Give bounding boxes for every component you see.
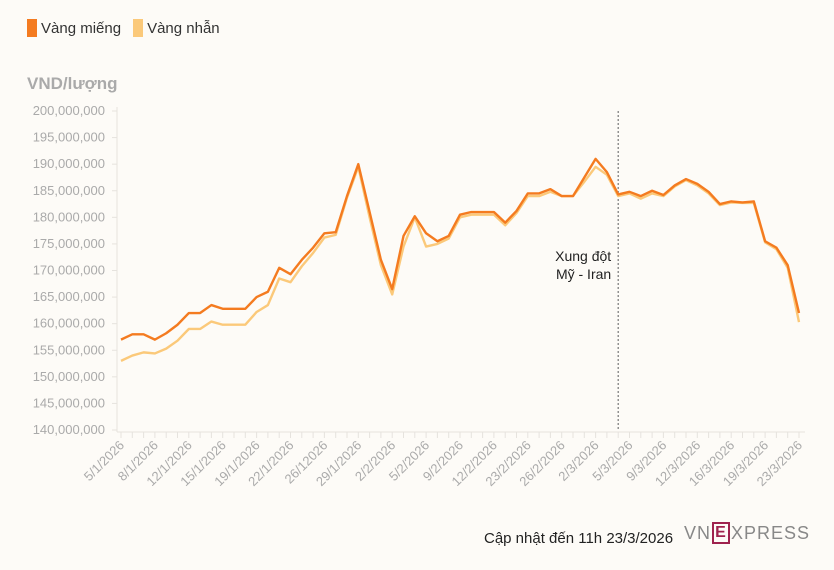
y-tick-label: 180,000,000 — [33, 209, 105, 224]
legend-label: Vàng nhẫn — [147, 19, 220, 37]
y-tick-label: 150,000,000 — [33, 369, 105, 384]
y-tick-label: 155,000,000 — [33, 342, 105, 357]
vnexpress-logo: VN E XPRESS — [684, 522, 811, 544]
legend-swatch — [27, 19, 37, 37]
y-tick-label: 160,000,000 — [33, 316, 105, 331]
y-tick-label: 200,000,000 — [33, 103, 105, 118]
y-tick-label: 165,000,000 — [33, 289, 105, 304]
y-tick-label: 175,000,000 — [33, 236, 105, 251]
legend: Vàng miếng Vàng nhẫn — [27, 19, 220, 37]
annotation-label: Mỹ - Iran — [556, 266, 611, 282]
legend-item-vang-mieng[interactable]: Vàng miếng — [27, 19, 121, 37]
y-tick-label: 170,000,000 — [33, 263, 105, 278]
y-tick-label: 140,000,000 — [33, 422, 105, 437]
series-line-vang-mieng — [120, 157, 801, 341]
legend-swatch — [133, 19, 144, 37]
y-axis-title: VND/lượng — [27, 74, 118, 93]
legend-item-vang-nhan[interactable]: Vàng nhẫn — [133, 19, 220, 37]
y-tick-label: 195,000,000 — [33, 130, 105, 145]
annotation-label: Xung đột — [555, 248, 611, 264]
series-line-vang-nhan — [120, 165, 801, 362]
legend-label: Vàng miếng — [41, 19, 122, 37]
y-tick-label: 145,000,000 — [33, 395, 105, 410]
y-tick-label: 190,000,000 — [33, 156, 105, 171]
updated-note: Cập nhật đến 11h 23/3/2026 — [484, 530, 674, 547]
y-tick-label: 185,000,000 — [33, 183, 105, 198]
